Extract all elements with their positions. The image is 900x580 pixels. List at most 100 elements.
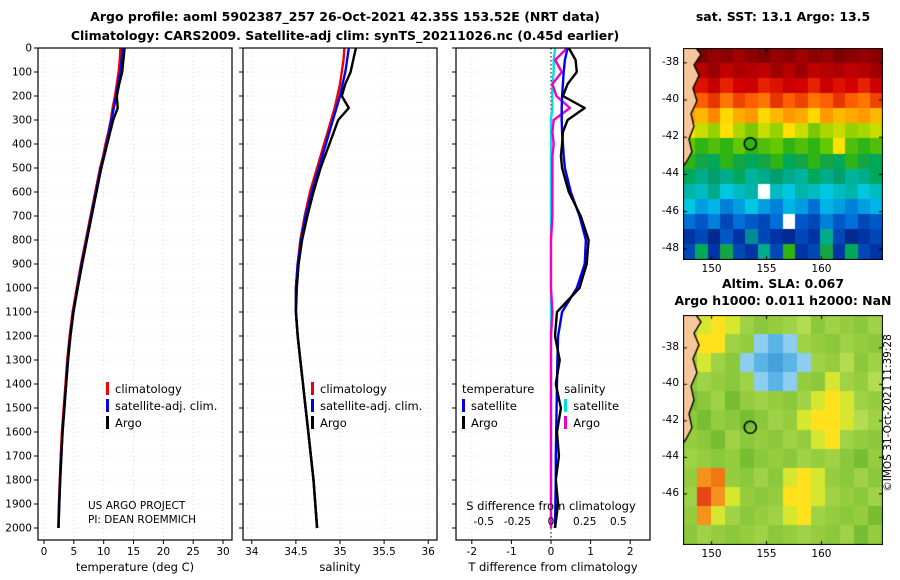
legend-label-satellite: satellite	[471, 398, 517, 413]
legend-header-salinity: salinity	[564, 382, 606, 396]
map-lat-tick-label: -42	[661, 130, 679, 143]
sla-map	[683, 315, 883, 545]
map-lon-tick-label: 150	[701, 548, 722, 560]
map-lon-tick-label: 155	[756, 263, 777, 275]
depth-tick-label: 1100	[5, 307, 32, 319]
satellite-adj-clim-line-key	[106, 399, 109, 412]
depth-tick-label: 400	[12, 139, 32, 151]
climatology-line-key	[106, 382, 109, 395]
map-lat-tick-label: -40	[661, 377, 679, 390]
depth-tick-label: 800	[12, 235, 32, 247]
legend-row: satellite-adj. clim.	[311, 398, 423, 413]
legend-row: satellite	[462, 398, 534, 413]
x-axis-label: temperature (deg C)	[76, 560, 194, 574]
sla-map-subtitle: Argo h1000: 0.011 h2000: NaN	[674, 293, 892, 308]
argo-line-key	[106, 416, 109, 429]
sst-map	[683, 48, 883, 260]
depth-tick-label: 900	[12, 259, 32, 271]
figure-title-line1: Argo profile: aoml 5902387_257 26-Oct-20…	[90, 9, 600, 24]
depth-tick-label: 700	[12, 211, 32, 223]
x-tick-label: 35	[333, 546, 346, 558]
difference-panel-legend: temperature satellite Argo salinity sate…	[462, 382, 620, 430]
x-tick-label: 34	[245, 546, 259, 558]
map-lon-tick-label: 160	[811, 548, 832, 560]
x2-axis-label: S difference from climatology	[466, 499, 636, 513]
legend-row: Argo	[564, 415, 619, 430]
x-tick-label: 0	[548, 546, 555, 558]
depth-tick-label: 1300	[5, 355, 32, 367]
depth-tick-label: 1400	[5, 379, 32, 391]
map-lat-tick-label: -46	[661, 204, 679, 217]
satellite-sdiff-line-key	[564, 399, 568, 412]
depth-tick-label: 1000	[5, 283, 32, 295]
map-lat-tick-label: -44	[661, 167, 679, 180]
sla-map-title: Altim. SLA: 0.067	[721, 276, 845, 291]
pi-annotation: PI: DEAN ROEMMICH	[88, 514, 196, 526]
map-lat-tick-label: -38	[661, 55, 679, 68]
x-tick-label: 1	[587, 546, 594, 558]
legend-label-argo: Argo	[573, 415, 601, 430]
depth-tick-label: 500	[12, 163, 32, 175]
imos-watermark: ©IMOS 31-Oct-2021 11:39:28	[882, 334, 894, 492]
x-tick-label: 20	[157, 546, 170, 558]
map-lat-tick-label: -44	[661, 450, 679, 463]
x-tick-label: 25	[187, 546, 200, 558]
salinity-legend-column: salinity satellite Argo	[564, 382, 620, 430]
legend-row: satellite	[564, 398, 620, 413]
depth-tick-label: 1700	[5, 451, 32, 463]
depth-tick-label: 200	[12, 91, 32, 103]
legend-row: Argo	[462, 415, 534, 430]
legend-row: satellite-adj. clim.	[106, 398, 218, 413]
map-lon-tick-label: 150	[701, 263, 722, 275]
map-lat-tick-label: -40	[661, 93, 679, 106]
x-axis-label: T difference from climatology	[467, 560, 638, 574]
x-tick-label: 0	[41, 546, 48, 558]
depth-tick-label: 600	[12, 187, 32, 199]
legend-label-argo: Argo	[115, 415, 142, 430]
legend-label-argo: Argo	[471, 415, 498, 430]
depth-tick-label: 0	[25, 43, 32, 55]
series-satellite	[553, 47, 588, 529]
satellite-adj-clim-line-key	[311, 399, 314, 412]
project-annotation: US ARGO PROJECT	[88, 500, 186, 512]
map-lat-tick-label: -48	[661, 241, 679, 254]
series-Argo	[294, 47, 358, 529]
x-tick-label: -2	[467, 546, 477, 558]
depth-tick-label: 1500	[5, 403, 32, 415]
legend-label-climatology: climatology	[320, 381, 387, 396]
legend-label-satellite-adj-clim: satellite-adj. clim.	[115, 398, 218, 413]
x-tick-label: 36	[422, 546, 436, 558]
depth-tick-label: 2000	[5, 523, 32, 535]
x2-tick-label: 0.5	[610, 516, 627, 528]
series-Argo	[553, 47, 590, 529]
x-tick-label: 35.5	[372, 546, 395, 558]
legend-row: climatology	[311, 381, 422, 396]
map-lon-tick-label: 160	[811, 263, 832, 275]
sst-map-title: sat. SST: 13.1 Argo: 13.5	[695, 9, 871, 24]
depth-tick-label: 1600	[5, 427, 32, 439]
map-lat-tick-label: -42	[661, 413, 679, 426]
x-tick-label: 5	[70, 546, 77, 558]
legend-label-argo: Argo	[320, 415, 347, 430]
x2-tick-label: -0.5	[473, 516, 494, 528]
legend-label-satellite-adj-clim: satellite-adj. clim.	[320, 398, 423, 413]
legend-row: climatology	[106, 382, 217, 396]
argo-sdiff-line-key	[564, 416, 568, 429]
legend-label-satellite: satellite	[573, 398, 620, 413]
map-lon-tick-label: 155	[756, 548, 777, 560]
legend-row: Argo	[106, 415, 217, 430]
temperature-legend-column: temperature satellite Argo	[462, 382, 534, 430]
satellite-tdiff-line-key	[462, 399, 465, 412]
climatology-line-key	[311, 382, 314, 395]
x-tick-label: 2	[627, 546, 634, 558]
depth-tick-label: 1200	[5, 331, 32, 343]
x2-tick-label: 0	[548, 516, 555, 528]
x-tick-label: -1	[506, 546, 516, 558]
x-axis-label: salinity	[319, 560, 360, 574]
depth-tick-label: 100	[12, 67, 32, 79]
depth-tick-label: 300	[12, 115, 32, 127]
series-Argo	[549, 47, 572, 528]
series-Argo	[57, 47, 126, 529]
x2-tick-label: 0.25	[573, 516, 596, 528]
